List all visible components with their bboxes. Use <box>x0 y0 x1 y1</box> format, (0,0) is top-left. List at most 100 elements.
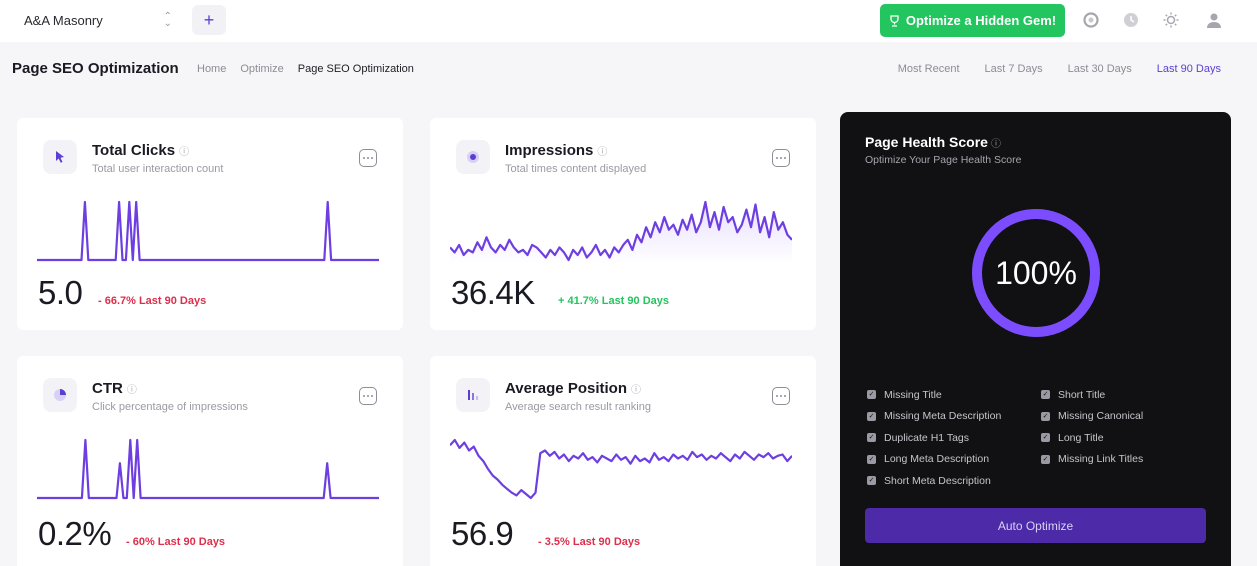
impressions-card: Impressions ⓘ Total times content display… <box>430 118 816 330</box>
user-icon[interactable] <box>1203 9 1225 31</box>
check-label: Short Title <box>1058 388 1106 401</box>
integrations-icon[interactable] <box>1080 9 1102 31</box>
card-subtitle: Average search result ranking <box>505 401 651 413</box>
range-last-7-days[interactable]: Last 7 Days <box>984 63 1043 75</box>
check-item: ✓ Missing Title <box>867 384 1001 406</box>
check-label: Long Title <box>1058 431 1104 444</box>
card-subtitle: Click percentage of impressions <box>92 401 248 413</box>
average-position-card: Average Position ⓘ Average search result … <box>430 356 816 566</box>
card-subtitle: Total times content displayed <box>505 163 647 175</box>
checkbox-checked-icon: ✓ <box>867 476 876 486</box>
total-clicks-card: Total Clicks ⓘ Total user interaction cou… <box>17 118 403 330</box>
range-last-30-days[interactable]: Last 30 Days <box>1067 63 1132 75</box>
breadcrumb-optimize[interactable]: Optimize <box>240 63 284 75</box>
check-label: Long Meta Description <box>884 453 990 466</box>
breadcrumb-home[interactable]: Home <box>197 63 227 75</box>
check-item: ✓ Short Meta Description <box>867 470 1001 492</box>
card-title: Average Position ⓘ <box>505 380 641 397</box>
checks-right-list: ✓ Short Title ✓ Missing Canonical ✓ Long Titl… <box>1041 384 1143 470</box>
check-label: Duplicate H1 Tags <box>884 431 970 444</box>
more-options-button[interactable] <box>359 387 377 405</box>
info-icon[interactable]: ⓘ <box>990 139 1001 150</box>
average-position-delta: - 3.5% Last 90 Days <box>538 536 641 548</box>
impressions-series-line <box>450 200 792 262</box>
card-subtitle: Total user interaction count <box>92 163 224 175</box>
cursor-icon <box>43 140 77 174</box>
info-icon[interactable]: ⓘ <box>597 147 608 158</box>
check-label: Missing Link Titles <box>1058 453 1144 466</box>
range-last-90-days[interactable]: Last 90 Days <box>1156 63 1221 75</box>
impressions-area <box>450 202 792 264</box>
page-health-panel: Page Health Score ⓘ Optimize Your Page He… <box>840 112 1231 566</box>
card-title: Impressions ⓘ <box>505 142 608 159</box>
health-subtitle: Optimize Your Page Health Score <box>865 154 1022 166</box>
checkbox-checked-icon: ✓ <box>1041 433 1050 443</box>
bars-icon <box>456 378 490 412</box>
average-position-sparkline <box>450 438 792 500</box>
ctr-delta: - 60% Last 90 Days <box>126 536 226 548</box>
info-icon[interactable]: ⓘ <box>630 385 641 396</box>
checkbox-checked-icon: ✓ <box>1041 390 1050 400</box>
site-selector[interactable]: A&A Masonry ⌃ ⌄ <box>12 5 184 35</box>
health-score-value: 100% <box>995 254 1077 291</box>
clicks-series-line <box>37 200 379 262</box>
check-item: ✓ Missing Link Titles <box>1041 449 1143 471</box>
total-clicks-sparkline <box>37 200 379 262</box>
auto-optimize-button[interactable]: Auto Optimize <box>865 508 1206 543</box>
check-label: Missing Meta Description <box>884 410 1002 423</box>
history-icon[interactable] <box>1120 9 1142 31</box>
info-icon[interactable]: ⓘ <box>179 147 190 158</box>
more-options-button[interactable] <box>772 387 790 405</box>
checkbox-checked-icon: ✓ <box>1041 454 1050 464</box>
checks-left-list: ✓ Missing Title ✓ Missing Meta Description ✓… <box>867 384 1001 492</box>
impressions-delta: + 41.7% Last 90 Days <box>558 295 669 307</box>
eye-icon <box>456 140 490 174</box>
average-position-value: 56.9 <box>451 515 514 552</box>
date-range-tabs: Most Recent Last 7 Days Last 30 Days Las… <box>898 63 1221 75</box>
add-site-button[interactable]: + <box>192 5 226 35</box>
check-item: ✓ Missing Meta Description <box>867 406 1001 428</box>
check-item: ✓ Missing Canonical <box>1041 406 1143 428</box>
check-item: ✓ Long Meta Description <box>867 449 1001 471</box>
ctr-series-line <box>37 438 379 500</box>
check-item: ✓ Duplicate H1 Tags <box>867 427 1001 449</box>
info-icon[interactable]: ⓘ <box>126 385 137 396</box>
range-most-recent[interactable]: Most Recent <box>897 63 960 75</box>
position-series-line <box>450 438 792 500</box>
check-label: Short Meta Description <box>884 474 991 487</box>
more-options-button[interactable] <box>772 149 790 167</box>
pie-icon <box>43 378 77 412</box>
total-clicks-delta: - 66.7% Last 90 Days <box>98 295 207 307</box>
site-name: A&A Masonry <box>24 12 103 28</box>
checkbox-checked-icon: ✓ <box>867 390 876 400</box>
theme-icon[interactable] <box>1160 9 1182 31</box>
check-label: Missing Canonical <box>1058 410 1144 423</box>
gem-button-label: Optimize a Hidden Gem! <box>905 13 1057 28</box>
topbar: A&A Masonry ⌃ ⌄ + Optimize a Hidden Gem! <box>0 0 1257 42</box>
checkbox-checked-icon: ✓ <box>867 433 876 443</box>
checkbox-checked-icon: ✓ <box>1041 411 1050 421</box>
trophy-icon <box>890 14 899 27</box>
card-title: Total Clicks ⓘ <box>92 142 190 159</box>
health-score-gauge <box>972 209 1100 337</box>
gauge-arc <box>972 209 1100 337</box>
check-label: Missing Title <box>884 388 942 401</box>
impressions-sparkline <box>450 200 792 264</box>
ctr-value: 0.2% <box>38 515 112 552</box>
check-item: ✓ Short Title <box>1041 384 1143 406</box>
total-clicks-value: 5.0 <box>38 274 83 311</box>
chevron-updown-icon: ⌃ ⌄ <box>163 11 172 29</box>
breadcrumb-current: Page SEO Optimization <box>297 63 414 75</box>
health-title: Page Health Score ⓘ <box>865 134 1001 150</box>
ctr-card: CTR ⓘ Click percentage of impressions 0.2… <box>17 356 403 566</box>
optimize-hidden-gem-button[interactable]: Optimize a Hidden Gem! <box>880 4 1065 37</box>
breadcrumb: Home Optimize Page SEO Optimization <box>197 63 414 75</box>
more-options-button[interactable] <box>359 149 377 167</box>
check-item: ✓ Long Title <box>1041 427 1143 449</box>
ctr-sparkline <box>37 438 379 500</box>
checkbox-checked-icon: ✓ <box>867 411 876 421</box>
checkbox-checked-icon: ✓ <box>867 454 876 464</box>
page-title: Page SEO Optimization <box>12 60 179 77</box>
impressions-value: 36.4K <box>451 274 535 311</box>
card-title: CTR ⓘ <box>92 380 137 397</box>
